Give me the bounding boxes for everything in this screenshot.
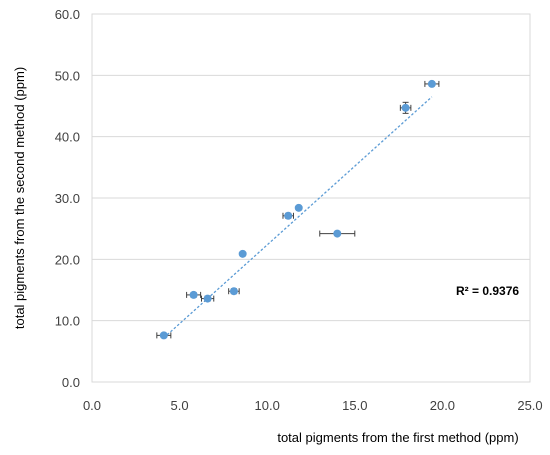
y-tick-label: 50.0 [55, 68, 80, 83]
plot-area-frame [91, 13, 531, 383]
y-axis-title: total pigments from the second method (p… [12, 67, 27, 329]
x-tick-label: 5.0 [171, 398, 189, 413]
x-tick-label: 10.0 [255, 398, 280, 413]
x-tick-label: 25.0 [517, 398, 542, 413]
data-point [203, 294, 212, 303]
y-tick-label: 60.0 [55, 7, 80, 22]
y-tick-label: 40.0 [55, 130, 80, 145]
data-point [284, 211, 293, 220]
data-point [238, 249, 247, 258]
data-point [427, 79, 436, 88]
y-tick-labels: 0.0 10.0 20.0 30.0 40.0 50.0 60.0 [55, 7, 80, 390]
data-point [401, 103, 410, 112]
trendline-group [163, 96, 433, 339]
x-tick-label: 0.0 [83, 398, 101, 413]
data-points-group [159, 79, 436, 340]
y-tick-label: 30.0 [55, 191, 80, 206]
x-tick-label: 20.0 [430, 398, 455, 413]
y-tick-label: 0.0 [62, 375, 80, 390]
data-point [229, 287, 238, 296]
y-tick-label: 10.0 [55, 314, 80, 329]
x-tick-label: 15.0 [342, 398, 367, 413]
data-point [333, 229, 342, 238]
data-point [189, 290, 198, 299]
r-squared-label: R² = 0.9376 [456, 284, 519, 298]
trendline [163, 96, 433, 339]
y-tick-label: 20.0 [55, 252, 80, 267]
x-tick-labels: 0.0 5.0 10.0 15.0 20.0 25.0 [83, 398, 543, 413]
data-point [159, 331, 168, 340]
x-axis-title: total pigments from the first method (pp… [277, 430, 518, 445]
gridlines [92, 13, 530, 383]
data-point [294, 203, 303, 212]
